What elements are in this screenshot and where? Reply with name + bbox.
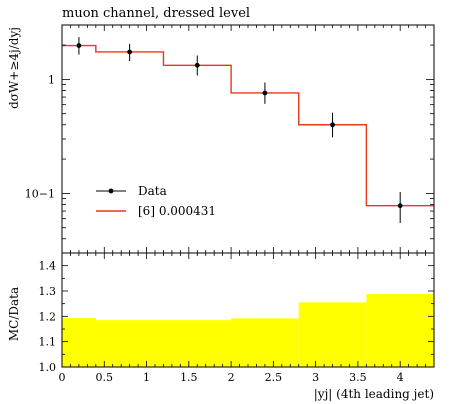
data-point — [330, 122, 335, 128]
ratio-y-tick-label: 1.3 — [39, 285, 57, 298]
x-tick-label: 1.5 — [180, 371, 198, 384]
x-tick-label: 0 — [59, 371, 66, 384]
x-tick-label: 0.5 — [96, 371, 114, 384]
ratio-band-bin — [298, 302, 367, 367]
legend: Data [6] 0.000431 — [96, 184, 216, 218]
data-point — [76, 43, 82, 48]
y-tick-label: 10−1 — [25, 187, 55, 200]
legend-mc-label: [6] 0.000431 — [138, 204, 216, 218]
chart-title: muon channel, dressed level — [62, 6, 250, 21]
x-tick-label: 4 — [397, 371, 404, 384]
y-tick-label: 1 — [48, 73, 55, 86]
data-point — [262, 90, 268, 96]
ratio-y-tick-label: 1.4 — [39, 260, 57, 273]
main-plot-panel: 1 10−1 dσW+≥4j/dyj Data [6] 0.000431 — [7, 24, 435, 254]
legend-data-label: Data — [138, 184, 167, 198]
ratio-band-bin — [95, 320, 164, 367]
y-axis-label: dσW+≥4j/dyj — [7, 27, 21, 109]
data-point — [397, 203, 403, 209]
data-point — [127, 49, 133, 55]
x-tick-label: 1 — [143, 371, 150, 384]
legend-data-marker — [108, 188, 114, 194]
mc-histogram-line — [62, 44, 434, 207]
x-axis-label: |yj| (4th leading jet) — [314, 387, 434, 401]
ratio-y-tick-label: 1.1 — [39, 336, 57, 349]
ratio-plot-panel: 0 0.5 1 1.5 2 2.5 3 3.5 4 |yj| (4th leading jet) 1… — [7, 252, 435, 401]
ratio-band-bin — [163, 320, 232, 367]
x-tick-label: 2 — [228, 371, 235, 384]
data-point — [194, 62, 200, 68]
ratio-band-bin — [366, 294, 434, 367]
ratio-band-bin — [231, 318, 299, 367]
x-tick-label: 3 — [312, 371, 319, 384]
x-tick-label: 2.5 — [265, 371, 283, 384]
ratio-y-tick-label: 1.0 — [39, 361, 57, 374]
main-plot-frame — [61, 24, 435, 254]
ratio-band-bin — [62, 318, 96, 367]
ratio-y-axis-label: MC/Data — [7, 287, 21, 341]
x-tick-label: 3.5 — [349, 371, 367, 384]
ratio-y-tick-label: 1.2 — [39, 310, 57, 323]
